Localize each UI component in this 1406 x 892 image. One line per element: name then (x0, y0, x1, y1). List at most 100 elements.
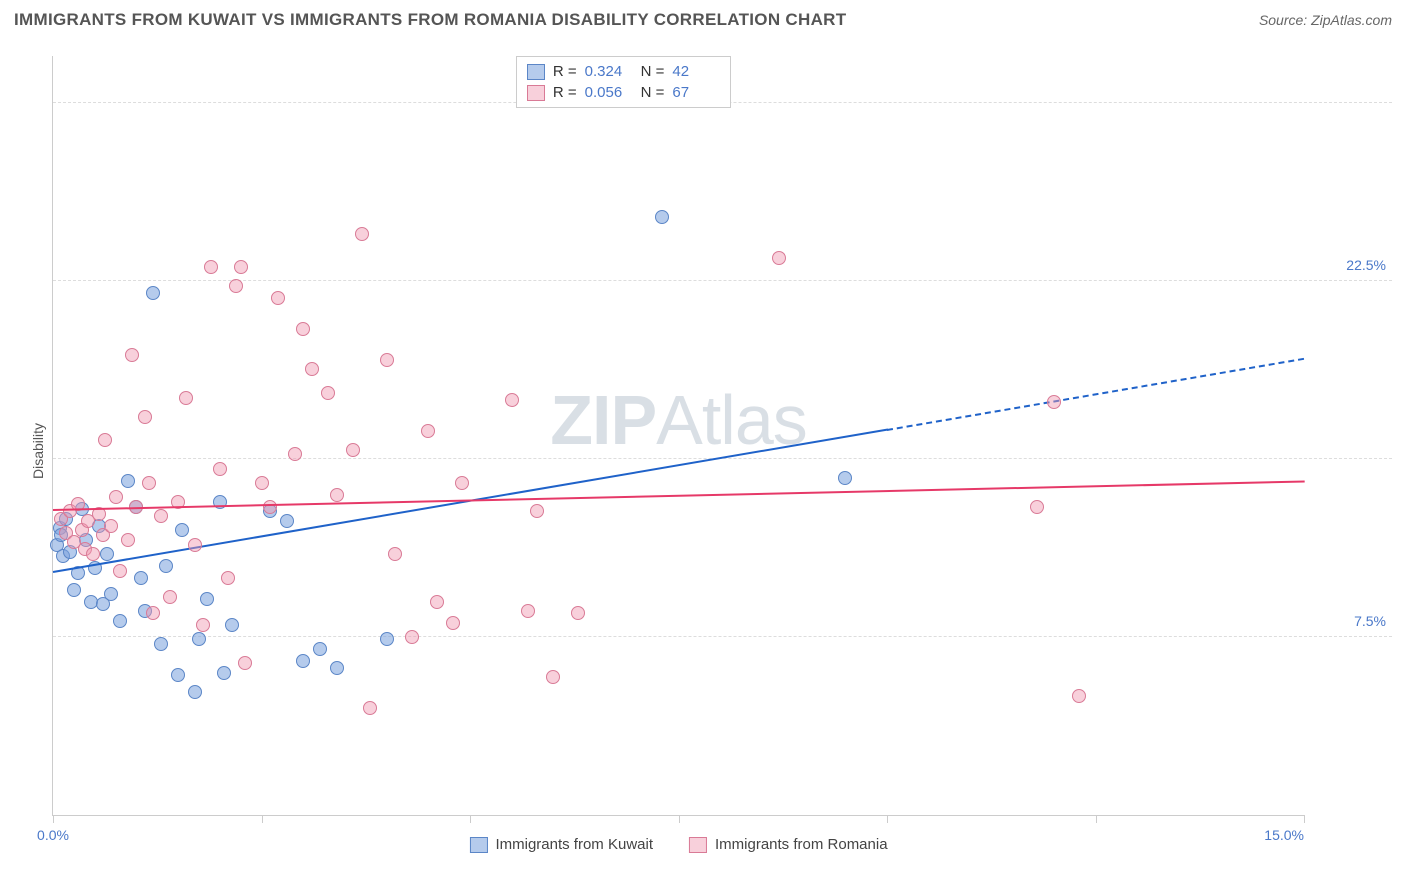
r-label: R = (553, 63, 577, 80)
series-legend: Immigrants from Kuwait Immigrants from Ro… (469, 836, 887, 853)
data-point-romania (330, 488, 344, 502)
data-point-romania (221, 571, 235, 585)
data-point-romania (86, 547, 100, 561)
data-point-romania (521, 604, 535, 618)
r-label: R = (553, 84, 577, 101)
data-point-kuwait (154, 637, 168, 651)
data-point-kuwait (225, 618, 239, 632)
data-point-kuwait (188, 685, 202, 699)
data-point-kuwait (280, 514, 294, 528)
data-point-kuwait (330, 661, 344, 675)
swatch-romania (527, 85, 545, 101)
data-point-kuwait (171, 668, 185, 682)
legend-item-kuwait: Immigrants from Kuwait (469, 836, 653, 853)
x-tick (53, 815, 54, 823)
data-point-romania (154, 509, 168, 523)
data-point-romania (121, 533, 135, 547)
data-point-romania (179, 391, 193, 405)
data-point-romania (263, 500, 277, 514)
data-point-romania (380, 353, 394, 367)
n-value: 67 (672, 84, 720, 101)
data-point-romania (296, 322, 310, 336)
data-point-romania (321, 386, 335, 400)
data-point-romania (305, 362, 319, 376)
data-point-romania (98, 433, 112, 447)
data-point-romania (255, 476, 269, 490)
data-point-kuwait (838, 471, 852, 485)
data-point-romania (772, 251, 786, 265)
chart-container: Disability ZIPAtlas R =0.324N =42R =0.05… (14, 42, 1392, 860)
stats-row-kuwait: R =0.324N =42 (527, 61, 721, 82)
regression-line (887, 358, 1305, 431)
plot-area: ZIPAtlas R =0.324N =42R =0.056N =67 Immi… (52, 56, 1304, 816)
data-point-romania (446, 616, 460, 630)
x-tick (1304, 815, 1305, 823)
r-value: 0.324 (585, 63, 633, 80)
regression-line (53, 481, 1305, 511)
data-point-romania (238, 656, 252, 670)
x-tick (679, 815, 680, 823)
data-point-romania (234, 260, 248, 274)
data-point-romania (405, 630, 419, 644)
x-tick (887, 815, 888, 823)
stats-row-romania: R = 0.056 N = 67 (527, 82, 721, 103)
data-point-romania (142, 476, 156, 490)
data-point-romania (213, 462, 227, 476)
n-label: N = (641, 63, 665, 80)
legend-label: Immigrants from Kuwait (495, 836, 653, 853)
y-tick-label: 7.5% (1354, 613, 1386, 629)
data-point-romania (455, 476, 469, 490)
n-label: N = (641, 84, 665, 101)
data-point-romania (1047, 395, 1061, 409)
data-point-romania (530, 504, 544, 518)
data-point-kuwait (121, 474, 135, 488)
data-point-romania (546, 670, 560, 684)
data-point-romania (163, 590, 177, 604)
source-label: Source: ZipAtlas.com (1259, 12, 1392, 28)
data-point-romania (196, 618, 210, 632)
data-point-romania (138, 410, 152, 424)
swatch-kuwait (469, 837, 487, 853)
data-point-kuwait (104, 587, 118, 601)
stats-legend: R =0.324N =42R =0.056N =67 (516, 56, 732, 108)
swatch-romania (689, 837, 707, 853)
data-point-romania (388, 547, 402, 561)
data-point-kuwait (380, 632, 394, 646)
r-value: 0.056 (585, 84, 633, 101)
chart-title: IMMIGRANTS FROM KUWAIT VS IMMIGRANTS FRO… (14, 10, 846, 30)
data-point-romania (430, 595, 444, 609)
data-point-romania (363, 701, 377, 715)
data-point-kuwait (113, 614, 127, 628)
data-point-kuwait (100, 547, 114, 561)
data-point-romania (271, 291, 285, 305)
data-point-kuwait (159, 559, 173, 573)
data-point-kuwait (296, 654, 310, 668)
data-point-kuwait (217, 666, 231, 680)
data-point-romania (1030, 500, 1044, 514)
x-tick-label: 0.0% (37, 827, 69, 843)
gridline (53, 280, 1392, 281)
y-axis-label: Disability (30, 423, 46, 479)
data-point-romania (505, 393, 519, 407)
data-point-kuwait (67, 583, 81, 597)
x-tick (470, 815, 471, 823)
data-point-romania (229, 279, 243, 293)
data-point-kuwait (313, 642, 327, 656)
data-point-romania (109, 490, 123, 504)
data-point-romania (125, 348, 139, 362)
data-point-romania (204, 260, 218, 274)
gridline (53, 636, 1392, 637)
legend-label: Immigrants from Romania (715, 836, 888, 853)
data-point-kuwait (192, 632, 206, 646)
y-tick-label: 22.5% (1346, 257, 1386, 273)
data-point-kuwait (146, 286, 160, 300)
data-point-romania (346, 443, 360, 457)
swatch-kuwait (527, 64, 545, 80)
data-point-romania (421, 424, 435, 438)
data-point-romania (288, 447, 302, 461)
data-point-romania (113, 564, 127, 578)
x-tick (1096, 815, 1097, 823)
data-point-romania (571, 606, 585, 620)
data-point-kuwait (655, 210, 669, 224)
data-point-kuwait (175, 523, 189, 537)
